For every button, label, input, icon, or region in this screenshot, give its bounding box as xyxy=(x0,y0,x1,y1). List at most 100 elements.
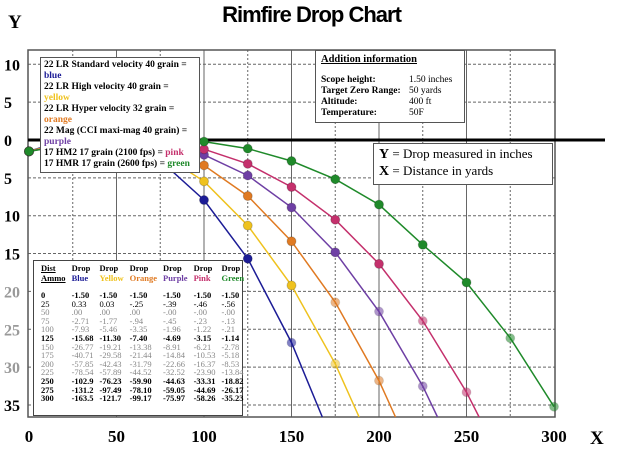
x-tick-label: 50 xyxy=(108,427,125,446)
table-row: 150 -26.77 -19.21 -13.38 -8.91 -6.21 -2.78 xyxy=(38,341,247,352)
table-cell: -.25 xyxy=(129,298,144,309)
info-row: Altitude: 400 ft xyxy=(321,97,432,107)
table-row: 175 -40.71 -29.58 -21.44 -14.84 -10.53 -5.18 xyxy=(38,351,247,360)
note-x: X = Distance in yards xyxy=(379,163,494,179)
table-row: 75 -2.71 -1.77 -.94 -.45 -.23 -.13 xyxy=(38,317,247,326)
table-cell: -44.69 xyxy=(193,384,216,395)
table-cell: -163.5 xyxy=(71,393,94,404)
table-cell: 75 xyxy=(41,315,50,326)
legend-item: 22 LR High velocity 40 grain = yellow xyxy=(44,82,169,103)
table-cell: -18.82 xyxy=(221,375,244,386)
y-tick-label: 10 xyxy=(4,209,20,226)
table-cell: -4.69 xyxy=(163,332,181,343)
table-cell: -.56 xyxy=(221,298,236,309)
table-cell: -44.52 xyxy=(129,367,152,378)
table-cell: -5.46 xyxy=(99,324,118,335)
table-row: 125 -15.68 -11.30 -7.40 -4.69 -3.15 -1.14 xyxy=(38,334,247,343)
data-point-purple xyxy=(330,247,341,258)
table-cell: -40.71 xyxy=(71,350,94,361)
table-cell: -26.17 xyxy=(221,384,244,395)
table-cell: -26.77 xyxy=(71,341,94,352)
table-row: 225 -78.54 -57.89 -44.52 -32.52 -23.90 -13.84 xyxy=(38,368,247,377)
table-cell: 0 xyxy=(41,290,46,300)
table-cell: 125 xyxy=(41,332,54,343)
table-cell: -44.63 xyxy=(163,375,185,386)
x-tick-label: 0 xyxy=(25,427,34,446)
table-cell: 50 xyxy=(41,307,50,318)
table-row: 100 -7.93 -5.46 -3.35 -1.96 -1.22 -.21 xyxy=(38,325,247,334)
table-cell: -1.50 xyxy=(99,290,118,300)
y-tick-label: 5 xyxy=(4,95,12,112)
table-cell: -7.93 xyxy=(71,324,90,335)
table-header: Dist Ammo xyxy=(41,263,66,283)
info-row: Target Zero Range: 50 yards xyxy=(321,86,442,96)
table-cell: -97.49 xyxy=(99,384,122,395)
data-point-green xyxy=(286,156,297,167)
table-cell: -21.44 xyxy=(129,350,152,361)
chart-title: Rimfire Drop Chart xyxy=(222,2,402,27)
table-cell: -57.89 xyxy=(99,367,122,378)
table-cell: -131.2 xyxy=(71,384,94,395)
table-row: 200 -57.85 -42.43 -31.79 -22.66 -16.37 -8.53 xyxy=(38,360,247,369)
data-point-green xyxy=(330,174,341,185)
table-cell: -.13 xyxy=(221,315,236,326)
info-heading: Addition information xyxy=(321,54,417,65)
data-point-pink xyxy=(330,214,341,225)
table-cell: -.00 xyxy=(163,307,177,318)
table-cell: -42.43 xyxy=(99,358,122,369)
table-cell: -78.54 xyxy=(71,367,94,378)
y-tick-label: 20 xyxy=(4,284,20,301)
info-row: Scope height: 1.50 inches xyxy=(321,75,453,85)
data-point-purple xyxy=(286,202,297,213)
data-point-orange xyxy=(330,297,341,308)
data-point-orange xyxy=(242,191,253,202)
table-row: 0 -1.50 -1.50 -1.50 -1.50 -1.50 -1.50 xyxy=(38,291,247,300)
data-point-pink xyxy=(417,315,428,326)
data-point-blue xyxy=(286,337,297,348)
x-tick-label: 250 xyxy=(454,427,480,446)
table-cell: -23.90 xyxy=(193,367,216,378)
table-cell: -8.91 xyxy=(163,341,181,352)
data-point-green xyxy=(374,199,384,210)
note-y: Y = Drop measured in inches xyxy=(379,146,533,162)
table-cell: -75.97 xyxy=(163,393,185,404)
table-cell: -6.21 xyxy=(193,341,212,352)
y-tick-label: 0 xyxy=(4,133,12,150)
table-cell: 250 xyxy=(41,375,54,386)
data-point-orange xyxy=(286,236,297,247)
table-cell: -.23 xyxy=(193,315,208,326)
table-cell: -19.21 xyxy=(99,341,122,352)
table-row: 250 -102.9 -76.23 -59.90 -44.63 -33.31 -18.82 xyxy=(38,377,247,386)
table-cell: -15.68 xyxy=(71,332,94,343)
table-cell: .00 xyxy=(129,307,141,318)
table-cell: -22.66 xyxy=(163,358,185,369)
table-cell: 225 xyxy=(41,367,54,378)
table-cell: -58.26 xyxy=(193,393,216,404)
table-cell: -76.23 xyxy=(99,375,122,386)
y-axis-label: Y xyxy=(8,12,22,33)
table-cell: -1.50 xyxy=(193,290,212,300)
legend-item: 17 HMR 17 grain (2600 fps) = green xyxy=(44,159,190,169)
table-cell: -13.84 xyxy=(221,367,244,378)
info-row: Temperature: 50F xyxy=(321,108,424,118)
table-cell: .00 xyxy=(99,307,111,318)
data-point-purple xyxy=(374,306,384,317)
table-cell: -31.79 xyxy=(129,358,152,369)
data-point-purple xyxy=(417,381,428,392)
table-header: Drop Pink xyxy=(193,263,213,283)
table-header: Drop Orange xyxy=(129,263,158,283)
table-header: Drop Blue xyxy=(71,263,91,283)
table-cell: -102.9 xyxy=(71,375,94,386)
data-point-green xyxy=(24,146,34,157)
table-cell: -11.30 xyxy=(99,332,122,343)
data-table: Dist Ammo Drop Blue Drop Yellow Drop Orange Drop… xyxy=(33,260,244,416)
data-point-blue xyxy=(242,253,253,264)
table-cell: -121.7 xyxy=(99,393,122,404)
table-header: Drop Green xyxy=(221,263,245,283)
table-row: 50 .00 .00 .00 -.00 -.00 -.00 xyxy=(38,308,247,317)
table-cell: -.46 xyxy=(193,298,208,309)
legend-item: 22 LR Standard velocity 40 grain = blue xyxy=(44,60,187,81)
data-point-green xyxy=(505,333,516,344)
legend-item: 22 LR Hyper velocity 32 grain = orange xyxy=(44,104,175,125)
table-cell: 200 xyxy=(41,358,54,369)
